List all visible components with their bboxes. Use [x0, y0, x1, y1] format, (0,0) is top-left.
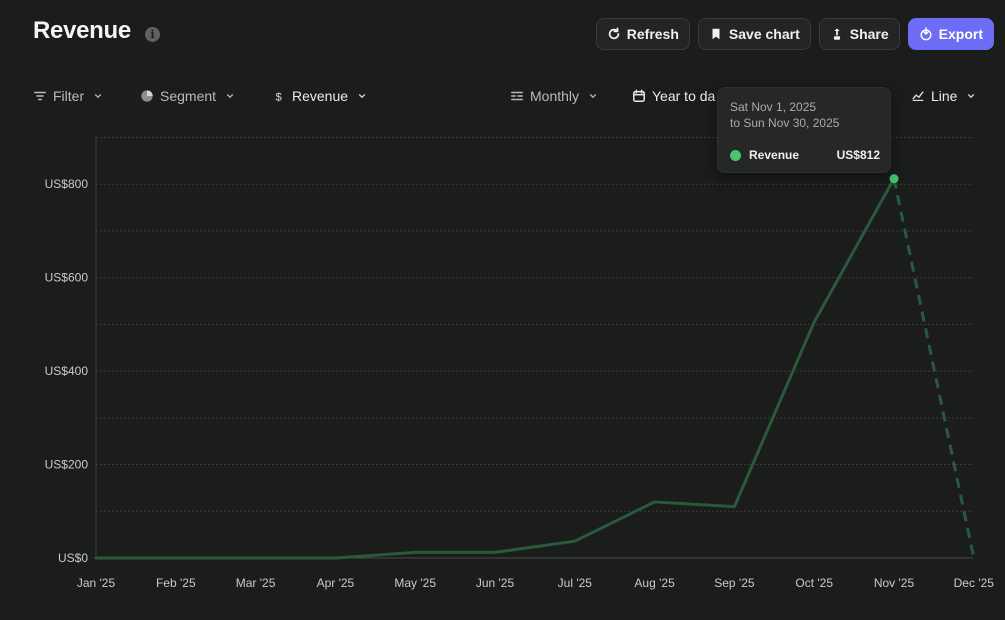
x-axis-ticks: Jan '25 Feb '25 Mar '25 Apr '25 May '25 Jun '… — [77, 576, 994, 590]
y-tick-label: US$800 — [45, 177, 89, 191]
x-tick-label: Feb '25 — [156, 576, 196, 590]
export-button[interactable]: Export — [907, 18, 994, 50]
x-tick-label: Jan '25 — [77, 576, 116, 590]
calendar-icon — [633, 89, 645, 102]
share-icon — [833, 28, 840, 40]
interval-icon — [511, 91, 523, 101]
header: Revenue i Refresh Save chart Share Expor… — [0, 0, 1005, 70]
line-chart-icon — [912, 91, 924, 101]
series-revenue — [94, 177, 976, 560]
x-tick-label: Jul '25 — [558, 576, 593, 590]
info-icon[interactable]: i — [145, 27, 160, 42]
tooltip-date-start: Sat Nov 1, 2025 — [730, 100, 817, 114]
chevron-down-icon — [94, 93, 102, 99]
bookmark-icon — [712, 28, 720, 40]
segment-label: Segment — [160, 88, 217, 104]
filter-dropdown[interactable]: Filter — [33, 88, 102, 104]
page-title: Revenue — [33, 17, 131, 44]
x-tick-label: May '25 — [394, 576, 436, 590]
chart-tooltip: Sat Nov 1, 2025 to Sun Nov 30, 2025 Reve… — [717, 87, 891, 173]
refresh-button-label: Refresh — [626, 26, 679, 42]
x-tick-label: Sep '25 — [714, 576, 755, 590]
date-range-label: Year to da — [652, 88, 716, 104]
chevron-down-icon — [226, 93, 234, 99]
share-button-label: Share — [849, 26, 889, 42]
x-tick-label: Apr '25 — [317, 576, 355, 590]
dollar-icon: $ — [276, 91, 283, 103]
refresh-icon — [608, 27, 620, 40]
metric-dropdown[interactable]: $ Revenue — [272, 88, 366, 104]
tooltip-date-end: to Sun Nov 30, 2025 — [730, 116, 840, 130]
x-tick-label: Mar '25 — [236, 576, 276, 590]
series-line-solid — [94, 177, 896, 560]
interval-label: Monthly — [530, 88, 580, 104]
y-axis-ticks: US$0 US$200 US$400 US$600 US$800 — [45, 177, 89, 565]
chart-type-dropdown[interactable]: Line — [911, 88, 975, 104]
chart-type-label: Line — [931, 88, 958, 104]
segment-dropdown[interactable]: Segment — [140, 88, 234, 104]
export-icon — [920, 27, 932, 41]
y-tick-label: US$200 — [45, 458, 89, 472]
x-tick-label: Jun '25 — [476, 576, 515, 590]
filter-icon — [34, 91, 46, 101]
svg-text:$: $ — [276, 91, 283, 103]
pie-chart-icon — [141, 90, 153, 102]
date-range-dropdown[interactable]: Year to da — [632, 88, 715, 104]
tooltip-series-name: Revenue — [749, 148, 800, 162]
chevron-down-icon — [589, 93, 597, 99]
x-tick-label: Nov '25 — [874, 576, 915, 590]
refresh-button[interactable]: Refresh — [595, 18, 690, 50]
interval-dropdown[interactable]: Monthly — [510, 88, 597, 104]
highlighted-data-point[interactable] — [889, 174, 899, 184]
series-points — [889, 174, 899, 184]
chevron-down-icon — [358, 93, 366, 99]
chart-grid — [96, 137, 973, 559]
x-tick-label: Dec '25 — [954, 576, 995, 590]
filter-label: Filter — [53, 88, 85, 104]
y-tick-label: US$400 — [45, 364, 89, 378]
chevron-down-icon — [968, 93, 975, 99]
export-button-label: Export — [938, 26, 983, 42]
save-chart-button[interactable]: Save chart — [697, 18, 811, 50]
revenue-line-chart[interactable]: US$0 US$200 US$400 US$600 US$800 Jan '25 Feb … — [0, 120, 1005, 600]
x-tick-label: Aug '25 — [634, 576, 675, 590]
share-button[interactable]: Share — [818, 18, 900, 50]
tooltip-row: Revenue US$812 — [730, 148, 880, 162]
save-chart-button-label: Save chart — [728, 26, 800, 42]
y-tick-label: US$600 — [45, 271, 89, 285]
x-tick-label: Oct '25 — [795, 576, 833, 590]
series-line-projected — [892, 178, 976, 559]
series-color-dot — [730, 149, 741, 161]
tooltip-series-value: US$812 — [836, 148, 880, 162]
metric-label: Revenue — [292, 88, 349, 104]
chart-toolbar: Filter Segment $ Revenue Monthly Year to… — [0, 84, 1005, 112]
y-tick-label: US$0 — [58, 551, 88, 565]
header-actions: Refresh Save chart Share Export — [595, 18, 994, 50]
